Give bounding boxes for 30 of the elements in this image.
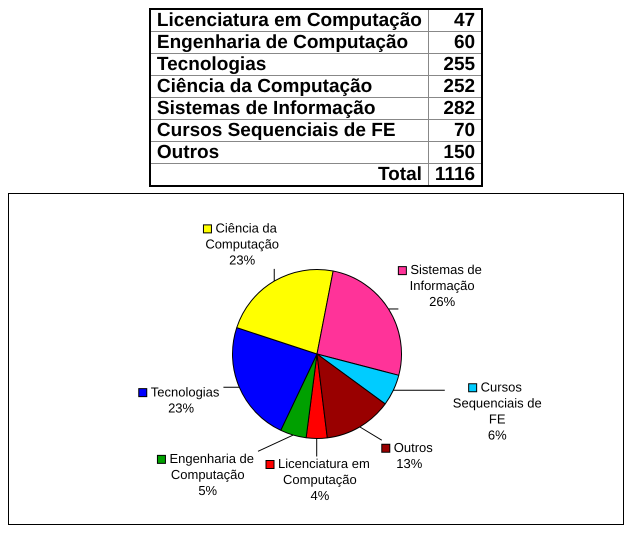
category-label: Cursos Sequenciais de FE	[150, 120, 428, 142]
data-label: 150	[428, 142, 482, 164]
data-label: 6%	[488, 427, 508, 442]
data-label: 255	[428, 54, 482, 76]
legend-label: Sistemas de Informação	[410, 262, 482, 294]
text: 1116	[434, 164, 476, 185]
category-label: Engenharia de Computação	[150, 32, 428, 54]
data-label: 252	[428, 76, 482, 98]
category-label: Ciência da Computação	[150, 76, 428, 98]
category-label: Tecnologias	[150, 54, 428, 76]
legend-label: Engenharia de Computação	[169, 450, 254, 482]
data-label: 23%	[229, 252, 256, 268]
data-label: 4%	[310, 488, 330, 504]
data-label: 5%	[198, 482, 218, 498]
legend-label: Cursos Sequenciais de FE	[452, 379, 542, 426]
data-label: 23%	[168, 400, 195, 416]
data-label: 47	[428, 9, 482, 32]
data-label: 70	[428, 120, 482, 142]
data-label: 13%	[396, 456, 423, 471]
data-label: 60	[428, 32, 482, 54]
category-label: Licenciatura em Computação	[150, 9, 428, 32]
data-label: 282	[428, 98, 482, 120]
legend-label: Licenciatura em Computação	[278, 456, 370, 488]
legend-label: Ciência da Computação	[205, 220, 280, 252]
data-label: 26%	[429, 294, 456, 310]
category-label: Sistemas de Informação	[150, 98, 428, 120]
category-label: Outros	[150, 142, 428, 164]
legend-label: Tecnologias	[150, 384, 220, 400]
text: Total	[150, 164, 428, 186]
legend-label: Outros	[394, 440, 434, 455]
